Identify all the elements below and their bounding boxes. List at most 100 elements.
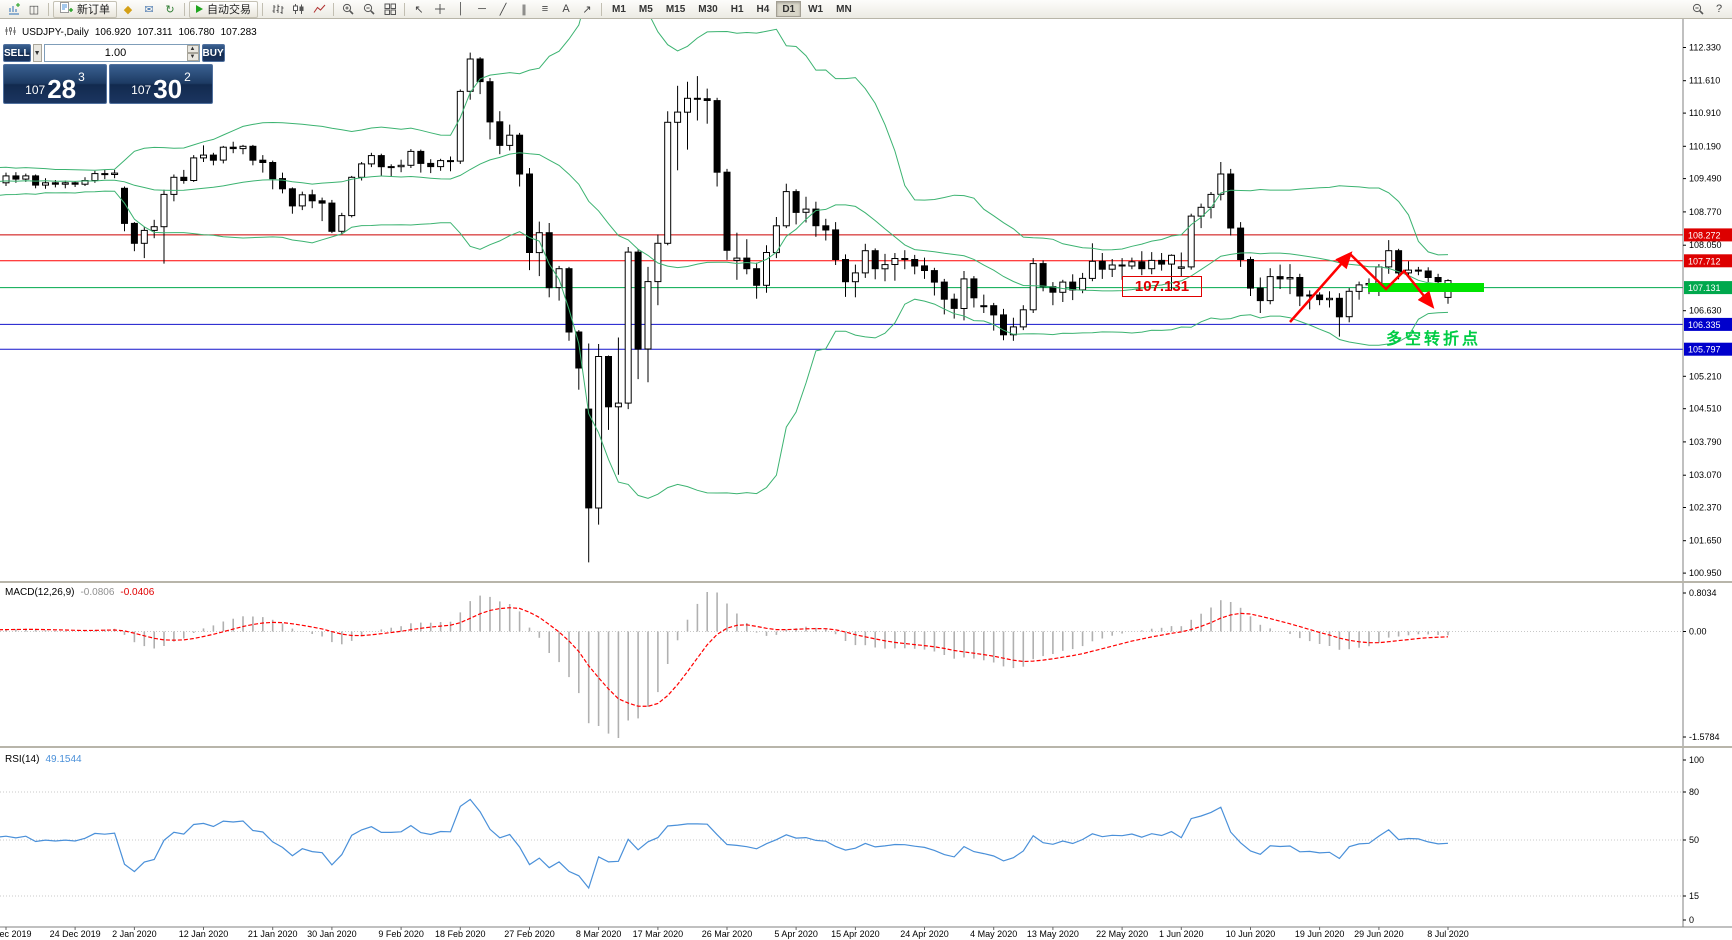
rsi-axis-label: 100 [1689,755,1704,765]
new-chart-icon[interactable] [3,1,23,18]
candle [437,158,445,171]
candle [1296,273,1304,307]
help-icon[interactable]: ? [1709,1,1729,18]
candle [338,212,346,235]
date-label: 12 Jan 2020 [179,929,229,939]
candle [684,81,691,150]
candle [940,278,948,315]
candle [279,172,286,194]
candle [535,221,543,277]
bollinger-bands [0,19,1449,499]
candle [71,181,79,187]
candle [180,169,188,184]
candle [980,294,988,313]
candle [822,218,830,241]
candle [614,337,622,475]
price-chart[interactable]: 112.330 111.610 110.910 110.190 109.490 108.7… [0,19,1732,940]
candle [812,201,820,237]
buy-price-base: 107 [131,83,152,97]
trend-arrow-up[interactable] [1289,251,1353,323]
text-tool-icon[interactable]: A [556,1,576,18]
arrows-tool-icon[interactable]: ↗ [577,1,597,18]
candle [1059,279,1067,302]
price-annotation-box[interactable]: 107.131 [1122,276,1202,297]
panel-separator-macd-rsi[interactable] [0,746,1732,748]
toolbar-separator [404,2,405,16]
candlestick-icon[interactable] [288,1,308,18]
timeframe-m5[interactable]: M5 [633,1,659,17]
bar-chart-icon[interactable] [267,1,287,18]
candle [634,249,642,380]
autotrading-button[interactable]: 自动交易 [189,0,258,18]
timeframe-mn[interactable]: MN [830,1,858,17]
horizontal-line-icon[interactable]: ─ [472,1,492,18]
sell-button[interactable]: SELL [3,44,31,62]
candle [1237,222,1245,267]
candle [1217,162,1225,201]
lot-size-input[interactable] [44,45,187,61]
candle [269,160,277,190]
timeframe-d1[interactable]: D1 [776,1,802,17]
date-label: 5 Apr 2020 [774,929,818,939]
macd-signal-value: -0.0406 [120,587,155,598]
line-chart-icon[interactable] [309,1,329,18]
lot-decrease-button[interactable]: ▼ [186,53,199,61]
rsi-indicator-label: RSI(14) 49.1544 [5,754,82,765]
price-tick-label: 112.330 [1689,43,1721,53]
macd-indicator-label: MACD(12,26,9) -0.0806 -0.0406 [5,587,154,598]
date-label: 29 Jun 2020 [1354,929,1404,939]
timeframe-m1[interactable]: M1 [606,1,632,17]
date-label: 30 Jan 2020 [307,929,357,939]
timeframe-m15[interactable]: M15 [660,1,691,17]
channel-icon[interactable]: ∥ [514,1,534,18]
buy-button[interactable]: BUY [201,44,225,62]
sell-price-button[interactable]: 107 28 3 [3,64,107,104]
candle [703,88,711,124]
trendline-icon[interactable]: ╱ [493,1,513,18]
price-tag: 106.335 [1688,320,1721,330]
panel-separator-main-macd[interactable] [0,581,1732,583]
refresh-icon[interactable]: ↻ [160,1,180,18]
price-tick-label: 108.770 [1689,207,1722,217]
fibonacci-icon[interactable]: ≡ [535,1,555,18]
date-label: 15 Apr 2020 [831,929,880,939]
trend-arrow-zigzag[interactable] [1349,253,1435,309]
candle [871,248,879,280]
crosshair-icon[interactable] [430,1,450,18]
timeframe-w1[interactable]: W1 [802,1,829,17]
open-value: 106.920 [94,27,132,38]
timeframe-m30[interactable]: M30 [692,1,723,17]
zoom-in-icon[interactable] [338,1,358,18]
candle [575,330,583,390]
candle [1227,168,1235,236]
zoom-out-icon[interactable] [359,1,379,18]
rsi-axis-label: 0 [1689,915,1694,925]
candle [763,245,770,293]
profiles-icon[interactable]: ◫ [24,1,44,18]
price-tag: 105.797 [1688,345,1721,355]
chat-icon[interactable]: ✉ [139,1,159,18]
market-icon[interactable]: ◆ [118,1,138,18]
support-zone-highlight[interactable] [1368,283,1484,292]
lot-increase-button[interactable]: ▲ [186,45,199,53]
buy-price-button[interactable]: 107 30 2 [109,64,213,104]
rsi-line [0,798,1449,890]
candle [911,254,919,275]
timeframe-h4[interactable]: H4 [751,1,776,17]
date-label: 4 May 2020 [970,929,1017,939]
candle [1316,292,1324,306]
bollinger-upper-line [0,19,1449,256]
cursor-icon[interactable]: ↖ [409,1,429,18]
price-tick-label: 110.910 [1689,108,1721,118]
tile-windows-icon[interactable] [380,1,400,18]
macd-histogram [5,592,1449,738]
new-order-button[interactable]: 新订单 [53,0,117,18]
candle [1148,252,1156,275]
trade-options-dropdown[interactable]: ▼ [32,44,42,62]
timeframe-h1[interactable]: H1 [725,1,750,17]
candle [209,152,217,166]
vertical-line-icon[interactable]: │ [451,1,471,18]
search-icon[interactable] [1688,1,1708,18]
toolbar-separator [184,2,185,16]
price-tick-label: 104.510 [1689,404,1722,414]
